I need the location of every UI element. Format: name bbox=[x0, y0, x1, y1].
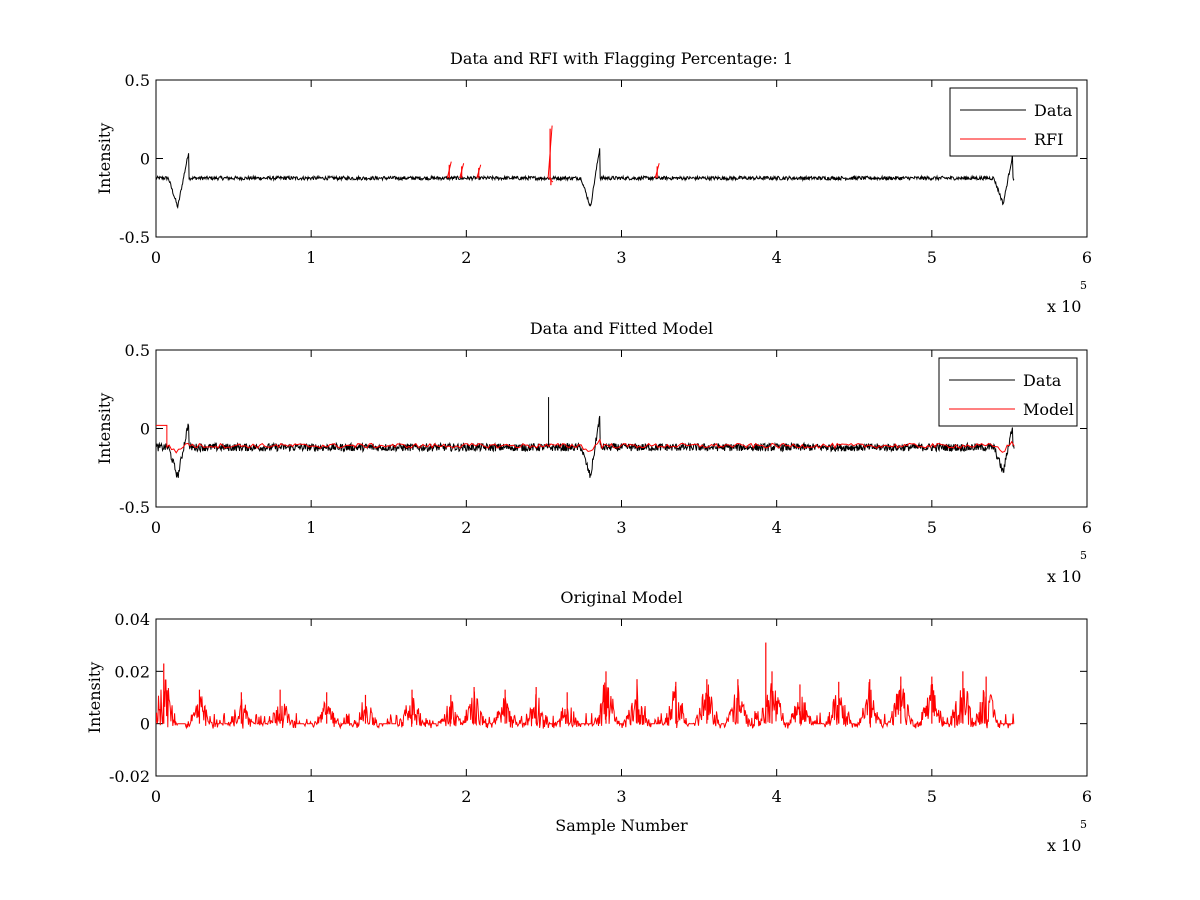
chart-title: Data and RFI with Flagging Percentage: 1 bbox=[450, 49, 793, 68]
x-tick-label: 2 bbox=[461, 787, 471, 806]
x-multiplier-exponent: 5 bbox=[1080, 818, 1087, 831]
y-tick-label: 0 bbox=[140, 420, 150, 439]
y-axis-label: Intensity bbox=[95, 393, 114, 465]
x-tick-label: 4 bbox=[772, 518, 782, 537]
legend: Data RFI bbox=[949, 87, 1078, 157]
x-tick-label: 4 bbox=[772, 248, 782, 267]
x-tick-label: 0 bbox=[151, 248, 161, 267]
x-tick-label: 5 bbox=[927, 248, 937, 267]
legend-label-1: Model bbox=[1023, 400, 1074, 419]
x-tick-label: 5 bbox=[927, 787, 937, 806]
rfi-spike bbox=[476, 164, 482, 179]
x-tick-label: 2 bbox=[461, 518, 471, 537]
legend-label-0: Data bbox=[1034, 101, 1073, 120]
rfi-spike bbox=[459, 163, 465, 179]
legend-label-1: RFI bbox=[1034, 130, 1063, 149]
plot-area bbox=[155, 79, 1088, 238]
legend-label-0: Data bbox=[1023, 371, 1062, 390]
x-tick-label: 2 bbox=[461, 248, 471, 267]
x-tick-label: 1 bbox=[306, 787, 316, 806]
rfi-spike bbox=[654, 163, 660, 179]
rfi-spike bbox=[547, 125, 553, 179]
x-multiplier-label: x 10 bbox=[1047, 836, 1081, 855]
y-tick-label: 0.02 bbox=[114, 662, 150, 681]
y-tick-label: -0.5 bbox=[119, 498, 150, 517]
x-tick-label: 6 bbox=[1082, 787, 1092, 806]
x-multiplier-label: x 10 bbox=[1047, 297, 1081, 316]
x-tick-label: 3 bbox=[616, 248, 626, 267]
x-tick-label: 0 bbox=[151, 518, 161, 537]
x-multiplier-label: x 10 bbox=[1047, 567, 1081, 586]
y-tick-label: 0.5 bbox=[125, 71, 150, 90]
x-axis-label: Sample Number bbox=[555, 816, 688, 835]
legend: Data Model bbox=[938, 357, 1078, 427]
x-tick-label: 3 bbox=[616, 518, 626, 537]
series-line-data bbox=[156, 148, 1015, 209]
series-line-original-model bbox=[156, 679, 1015, 730]
x-tick-label: 1 bbox=[306, 518, 316, 537]
x-tick-label: 0 bbox=[151, 787, 161, 806]
y-tick-label: -0.02 bbox=[109, 767, 150, 786]
x-tick-label: 5 bbox=[927, 518, 937, 537]
x-multiplier-exponent: 5 bbox=[1080, 279, 1087, 292]
chart-panel-1: Data and RFI with Flagging Percentage: 1… bbox=[95, 49, 1092, 316]
plot-area bbox=[155, 618, 1088, 777]
x-multiplier-exponent: 5 bbox=[1080, 549, 1087, 562]
chart-title: Data and Fitted Model bbox=[530, 319, 713, 338]
y-axis-label: Intensity bbox=[85, 662, 104, 734]
rfi-spike bbox=[446, 161, 452, 179]
x-tick-label: 3 bbox=[616, 787, 626, 806]
y-axis-label: Intensity bbox=[95, 123, 114, 195]
chart-title: Original Model bbox=[560, 588, 682, 607]
chart-panel-3: Original Model Intensity Sample Number 0 1 2 3… bbox=[85, 588, 1092, 855]
legend-box bbox=[938, 357, 1078, 427]
y-tick-label: 0.5 bbox=[125, 341, 150, 360]
series-line-model bbox=[156, 424, 1015, 454]
x-tick-label: 6 bbox=[1082, 518, 1092, 537]
x-tick-label: 6 bbox=[1082, 248, 1092, 267]
plot-area bbox=[155, 349, 1088, 508]
series-line-data bbox=[156, 415, 1015, 478]
chart-panel-2: Data and Fitted Model Intensity 0 1 2 3 4 5 6 x 1… bbox=[95, 319, 1092, 586]
y-tick-label: 0.04 bbox=[114, 610, 150, 629]
y-tick-label: 0 bbox=[140, 150, 150, 169]
x-tick-label: 1 bbox=[306, 248, 316, 267]
y-tick-label: -0.5 bbox=[119, 228, 150, 247]
y-tick-label: 0 bbox=[140, 715, 150, 734]
x-tick-label: 4 bbox=[772, 787, 782, 806]
legend-box bbox=[949, 87, 1078, 157]
rfi-spike bbox=[548, 177, 554, 183]
